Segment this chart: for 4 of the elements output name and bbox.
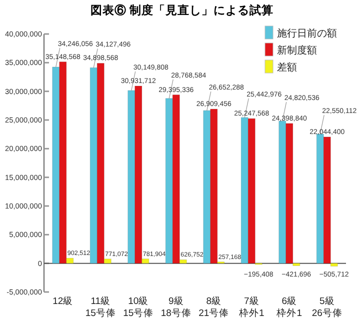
title: 図表⑥ 制度「見直し」による試算: [90, 5, 274, 17]
legend-label: 差額: [277, 62, 297, 74]
legend-label: 新制度額: [277, 44, 317, 56]
legend-label: 施行日前の額: [277, 28, 337, 40]
